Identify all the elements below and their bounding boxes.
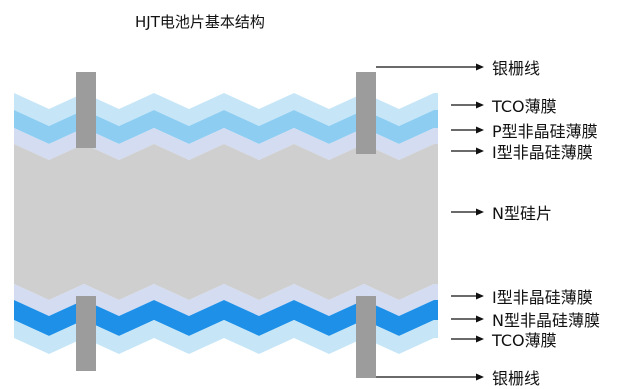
top-grid-line-right: [356, 72, 376, 154]
diagram-title: HJT电池片基本结构: [135, 13, 265, 31]
top-grid-line-left: [76, 72, 96, 148]
bottom-grid-line-right: [356, 296, 376, 378]
label-n-wafer: N型硅片: [492, 204, 552, 223]
label-bottom-grid: 银栅线: [492, 369, 540, 388]
p-amorphous-layer: [14, 110, 438, 144]
label-arrows: [376, 63, 484, 381]
layer-stack: [14, 93, 438, 354]
i-amorphous-top-layer: [14, 128, 438, 160]
arrow-n-amorphous: [451, 315, 484, 323]
arrow-tco-top: [451, 101, 484, 109]
arrow-p-amorphous: [451, 126, 484, 134]
arrow-n-wafer: [451, 208, 484, 216]
arrow-top-grid: [376, 63, 484, 71]
silver-grid-lines: [76, 72, 376, 378]
label-i-amorphous-top: I型非晶硅薄膜: [492, 143, 593, 162]
label-tco-bottom: TCO薄膜: [491, 331, 557, 350]
arrow-i-amorphous-top: [451, 147, 484, 155]
n-wafer-layer: [14, 144, 438, 300]
label-top-grid: 银栅线: [492, 59, 540, 78]
layer-labels: 银栅线 TCO薄膜 P型非晶硅薄膜 I型非晶硅薄膜 N型硅片 I型非晶硅薄膜 N…: [491, 59, 600, 388]
tco-top-layer: [14, 93, 438, 126]
label-tco-top: TCO薄膜: [491, 97, 557, 116]
arrow-bottom-grid: [376, 373, 484, 381]
arrow-i-amorphous-bottom: [451, 292, 484, 300]
arrow-tco-bottom: [451, 335, 484, 343]
i-amorphous-bottom-layer: [14, 284, 438, 316]
bottom-grid-line-left: [76, 296, 96, 371]
label-p-amorphous: P型非晶硅薄膜: [492, 122, 598, 141]
tco-bottom-layer: [14, 320, 438, 354]
n-amorphous-layer: [14, 300, 438, 336]
label-i-amorphous-bottom: I型非晶硅薄膜: [492, 288, 593, 307]
label-n-amorphous: N型非晶硅薄膜: [492, 311, 600, 330]
